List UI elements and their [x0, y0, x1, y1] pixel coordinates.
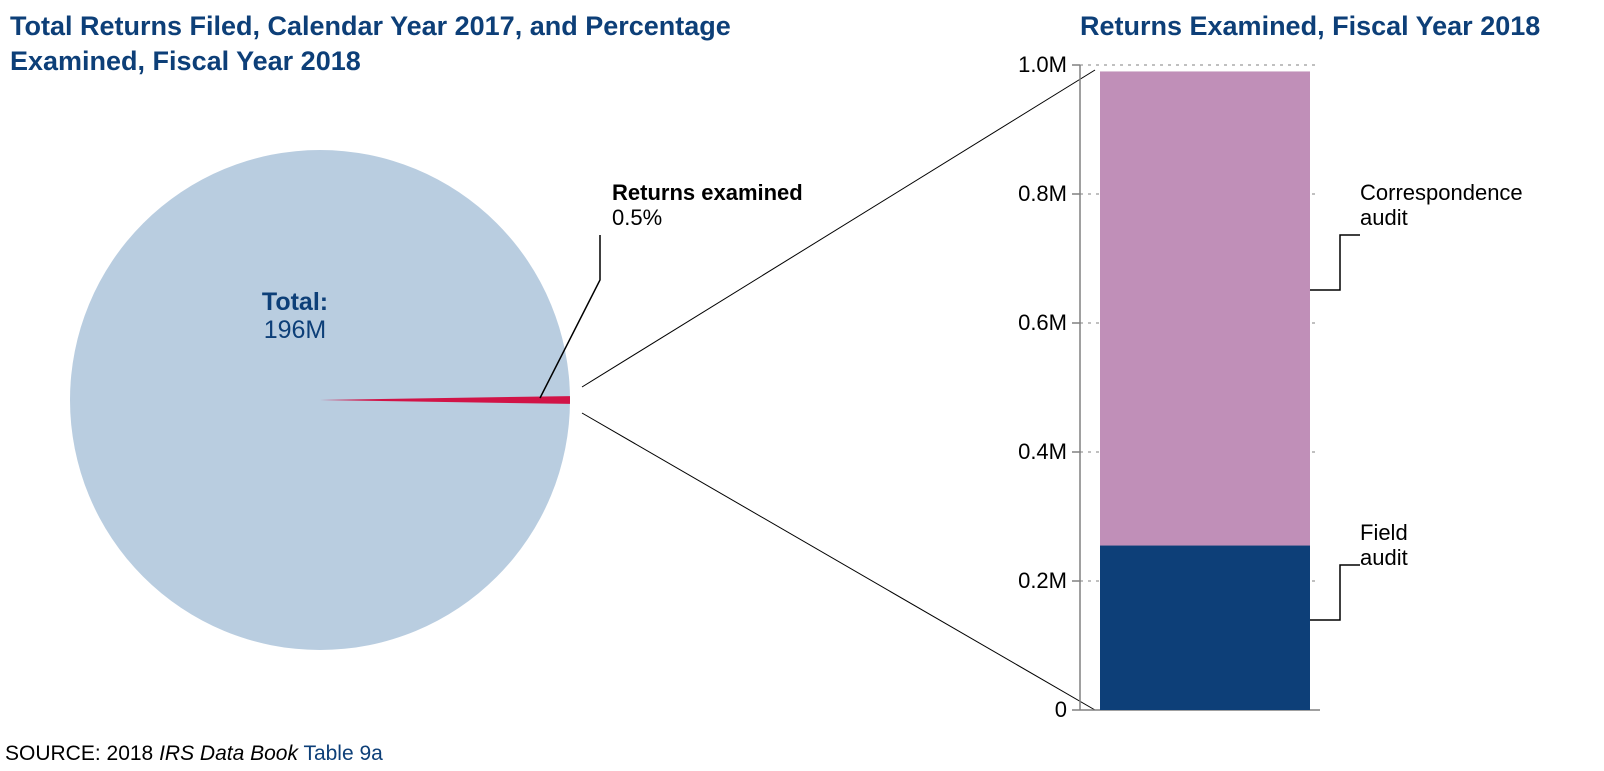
pie-center-title: Total:: [262, 288, 328, 316]
anno-field-leader: [1310, 565, 1360, 620]
anno-field-2: audit: [1360, 545, 1408, 570]
y-tick-label: 0.4M: [1018, 439, 1067, 464]
left-title-line1: Total Returns Filed, Calendar Year 2017,…: [10, 11, 731, 41]
right-title: Returns Examined, Fiscal Year 2018: [1080, 11, 1540, 41]
callout-value: 0.5%: [612, 205, 662, 230]
anno-correspondence-1: Correspondence: [1360, 180, 1523, 205]
source-line: SOURCE: 2018 IRS Data Book Table 9a: [5, 742, 383, 765]
left-title-line2: Examined, Fiscal Year 2018: [10, 46, 361, 76]
bar-segment: [1100, 71, 1310, 545]
y-tick-label: 0.2M: [1018, 568, 1067, 593]
anno-field-1: Field: [1360, 520, 1408, 545]
y-tick-label: 0.8M: [1018, 181, 1067, 206]
anno-correspondence-leader: [1310, 235, 1360, 290]
bar-segment: [1100, 546, 1310, 710]
y-tick-label: 0: [1055, 697, 1067, 722]
y-tick-label: 0.6M: [1018, 310, 1067, 335]
callout-title: Returns examined: [612, 180, 803, 205]
y-tick-label: 1.0M: [1018, 52, 1067, 77]
pie-center-value: 196M: [264, 316, 327, 344]
anno-correspondence-2: audit: [1360, 205, 1408, 230]
source-link[interactable]: Table 9a: [298, 742, 383, 765]
figure: Total Returns Filed, Calendar Year 2017,…: [0, 0, 1604, 771]
